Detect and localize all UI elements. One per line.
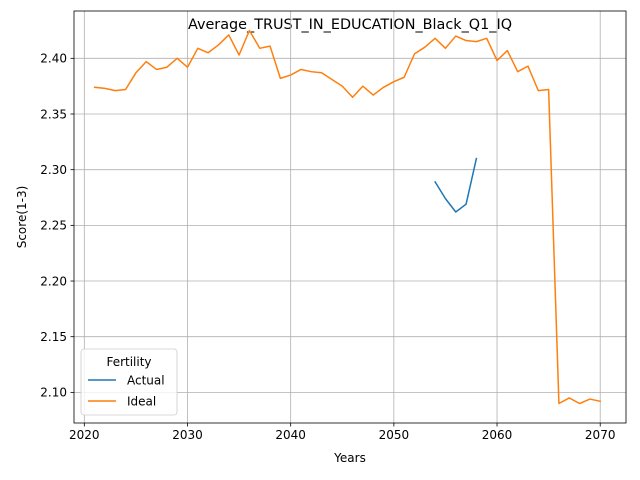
y-tick-label: 2.25	[40, 219, 67, 233]
y-tick-label: 2.30	[40, 163, 67, 177]
gridlines	[74, 11, 626, 423]
y-axis: 2.10 2.15 2.20 2.25 2.30 2.35 2.40	[40, 52, 74, 400]
legend-label-actual: Actual	[127, 373, 165, 387]
legend-title: Fertility	[106, 355, 151, 369]
legend-label-ideal: Ideal	[127, 394, 156, 408]
y-tick-label: 2.10	[40, 386, 67, 400]
legend: Fertility Actual Ideal	[80, 348, 178, 416]
plot-lines	[93, 29, 602, 405]
plot-frame	[73, 10, 627, 424]
x-axis-label: Years	[333, 451, 366, 465]
x-axis: 2020 2030 2040 2050 2060 2070	[69, 423, 615, 442]
y-axis-label: Score(1-3)	[15, 186, 29, 249]
chart-title: Average_TRUST_IN_EDUCATION_Black_Q1_IQ	[188, 17, 512, 33]
series-line-actual	[434, 157, 478, 213]
x-tick-label: 2060	[482, 428, 513, 442]
x-tick-label: 2030	[172, 428, 203, 442]
x-tick-label: 2050	[379, 428, 410, 442]
y-tick-label: 2.40	[40, 52, 67, 66]
series-line-ideal	[93, 29, 602, 405]
legend-box	[80, 348, 178, 416]
y-tick-label: 2.20	[40, 274, 67, 288]
x-tick-label: 2020	[69, 428, 100, 442]
x-tick-label: 2040	[275, 428, 306, 442]
y-tick-label: 2.35	[40, 107, 67, 121]
x-tick-label: 2070	[585, 428, 616, 442]
y-tick-label: 2.15	[40, 330, 67, 344]
